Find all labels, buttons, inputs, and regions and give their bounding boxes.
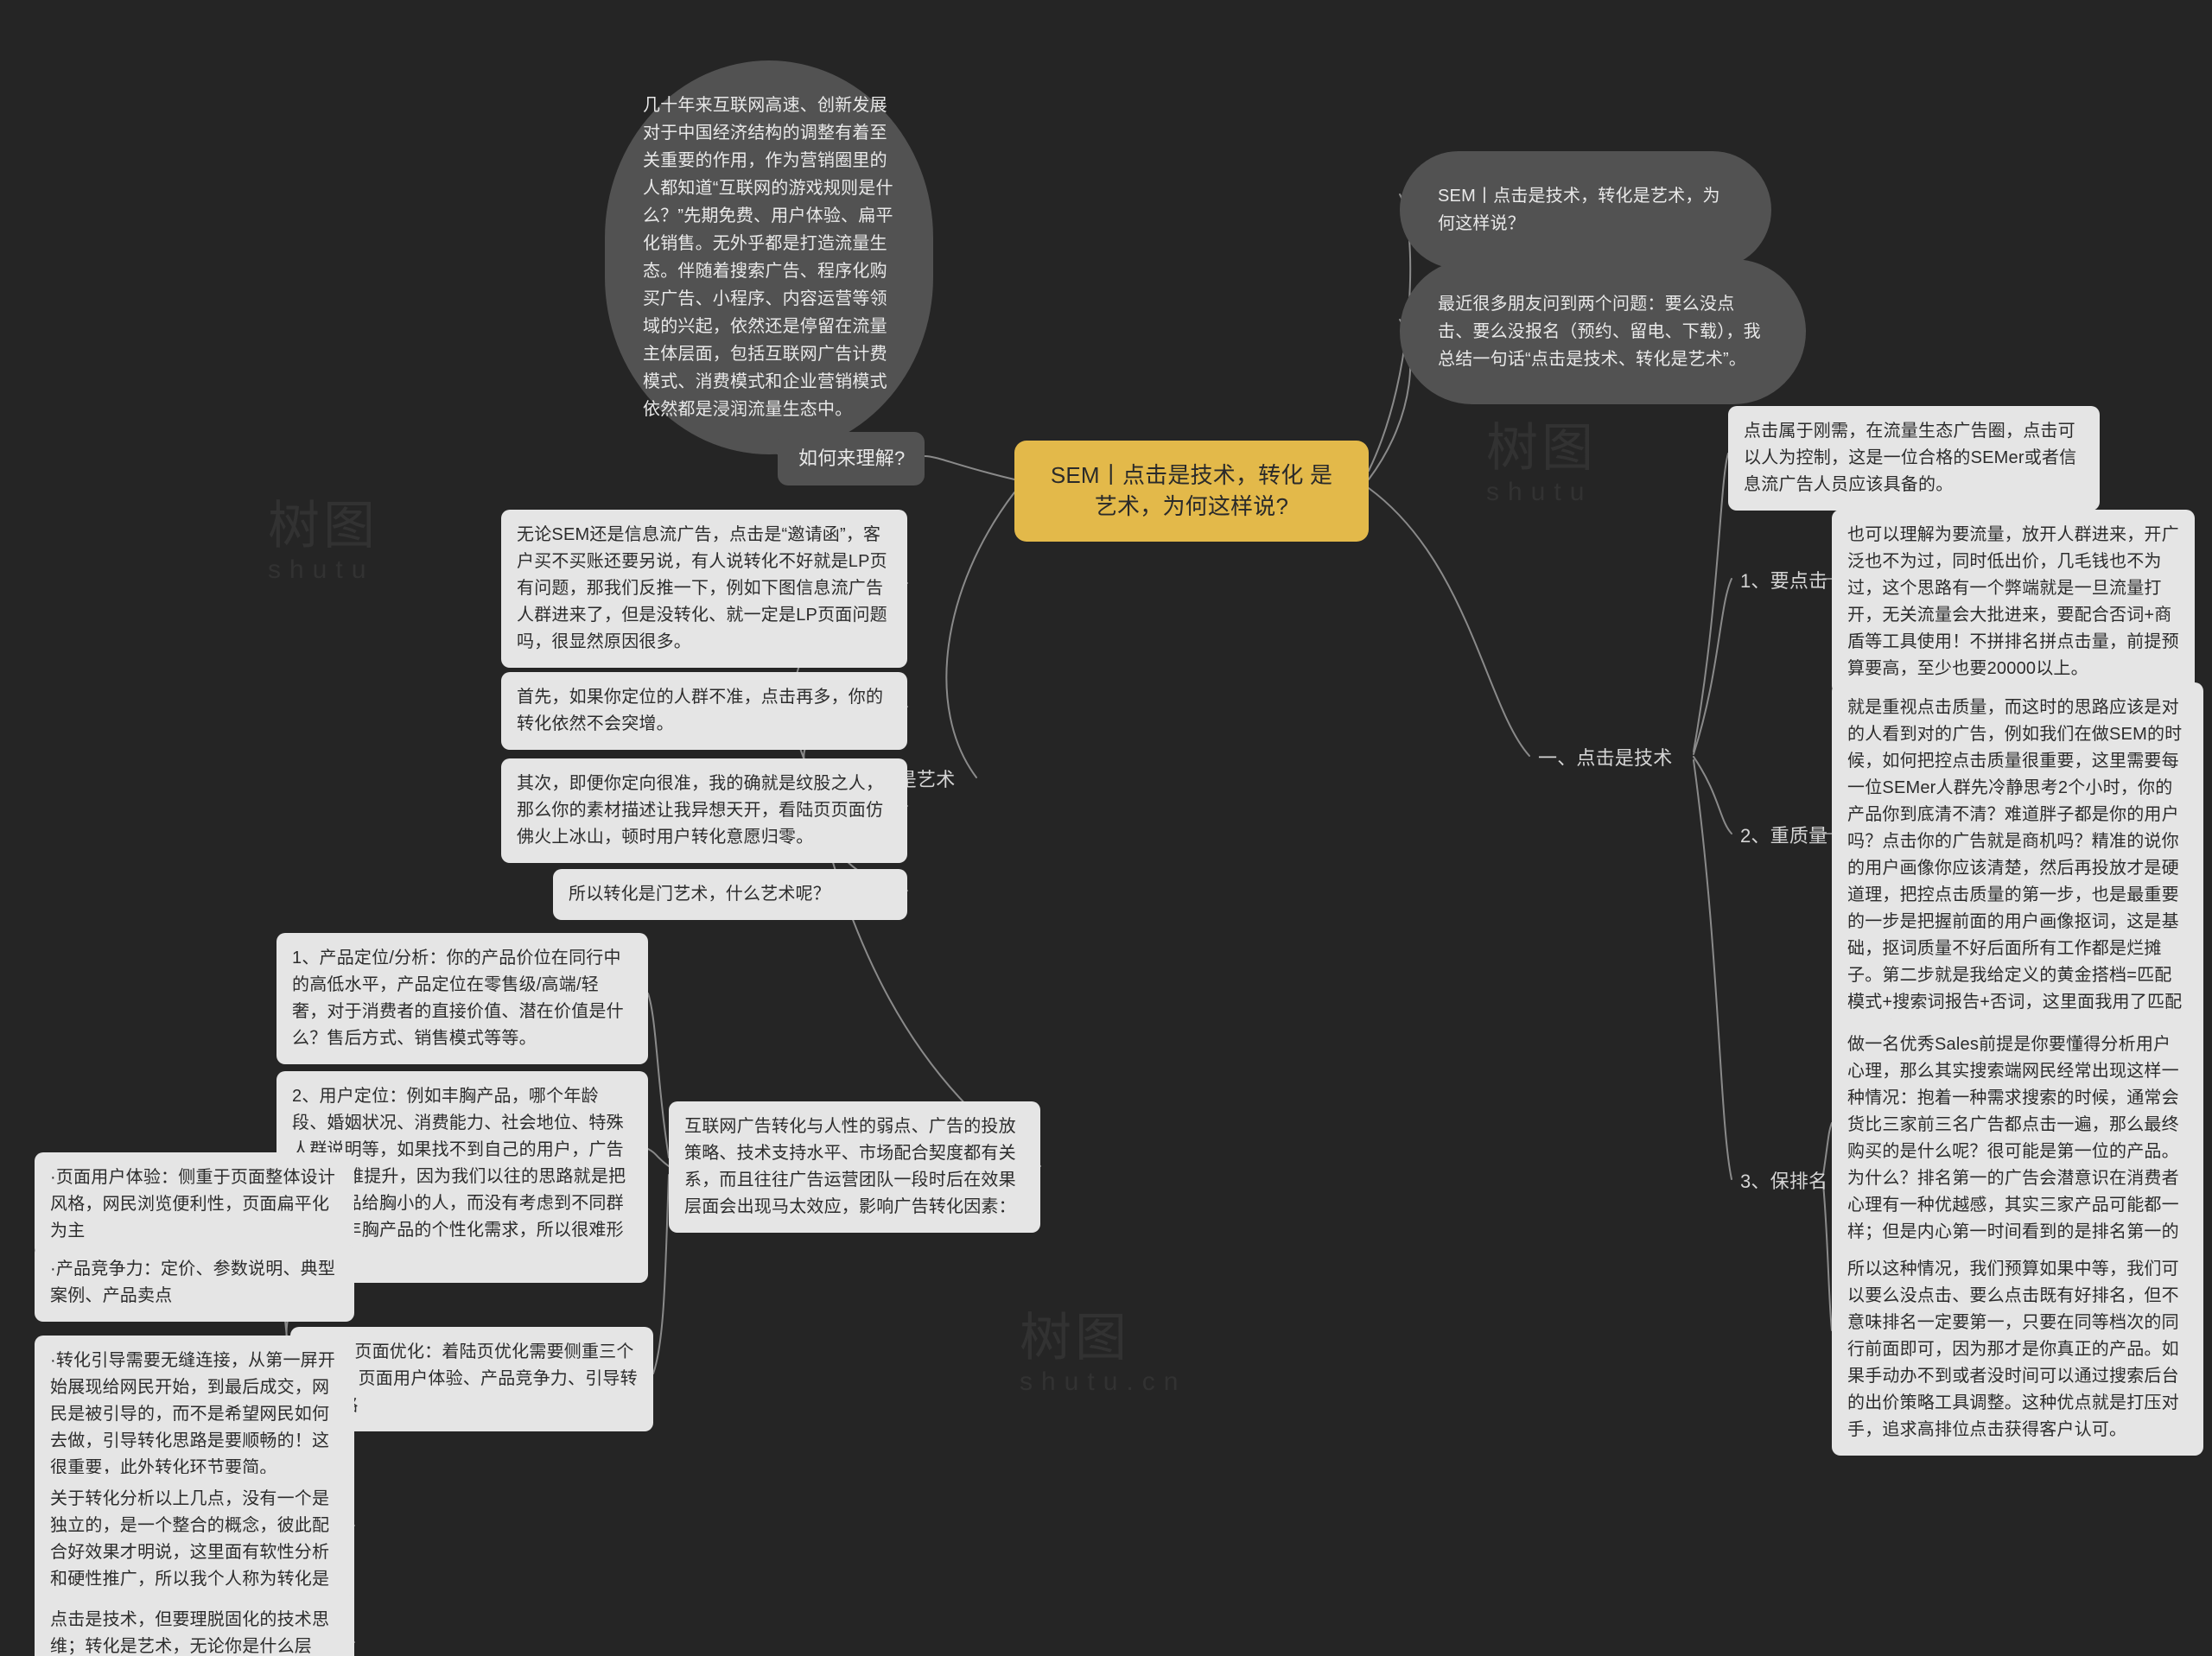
edge	[648, 993, 669, 1158]
node-b2[interactable]: ·产品竞争力：定价、参数说明、典型案例、产品卖点	[35, 1244, 354, 1322]
node-b1[interactable]: ·页面用户体验：侧重于页面整体设计风格，网民浏览便利性，页面扁平化为主	[35, 1152, 354, 1257]
node-r1lbl[interactable]: 1、要点击	[1732, 562, 1835, 601]
node-howto[interactable]: 如何来理解?	[778, 432, 925, 485]
node-l0[interactable]: 无论SEM还是信息流广告，点击是“邀请函”，客户买不买账还要另说，有人说转化不好…	[501, 510, 907, 668]
node-b5[interactable]: 点击是技术，但要理脱固化的技术思维；转化是艺术，无论你是什么层级，分析广告各个环…	[35, 1595, 354, 1656]
node-r1[interactable]: 也可以理解为要流量，放开人群进来，开广泛也不为过，同时低出价，几毛钱也不为过，这…	[1832, 510, 2195, 695]
node-intro[interactable]: 几十年来互联网高速、创新发展对于中国经济结构的调整有着至关重要的作用，作为营销圈…	[605, 60, 933, 454]
edge	[1694, 760, 1732, 1179]
node-r0[interactable]: 点击属于刚需，在流量生态广告圈，点击可以人为控制，这是一位合格的SEMer或者信…	[1728, 406, 2100, 511]
node-ls1[interactable]: 1、产品定位/分析：你的产品价位在同行中的高低水平，产品定位在零售级/高端/轻奢…	[276, 933, 648, 1064]
mindmap-canvas: 树图shutu树图shutu.cn树图shutu树图shutu SEM丨点击是技…	[0, 0, 2212, 1656]
edge	[1823, 1183, 1832, 1330]
edge	[653, 1175, 669, 1374]
node-r3lbl[interactable]: 3、保排名	[1732, 1162, 1835, 1202]
edge	[1369, 488, 1529, 756]
edge	[1694, 454, 1728, 752]
node-q1[interactable]: SEM丨点击是技术，转化是艺术，为何这样说？	[1400, 151, 1771, 269]
root-node[interactable]: SEM丨点击是技术，转化 是艺术，为何这样说?	[1014, 441, 1369, 542]
node-q2[interactable]: 最近很多朋友问到两个问题：要么没点击、要么没报名（预约、留电、下载），我总结一句…	[1400, 259, 1806, 404]
node-right_main[interactable]: 一、点击是技术	[1529, 739, 1702, 778]
node-l1[interactable]: 首先，如果你定位的人群不准，点击再多，你的转化依然不会突增。	[501, 672, 907, 750]
node-r2lbl[interactable]: 2、重质量	[1732, 816, 1835, 856]
node-l2[interactable]: 其次，即便你定向很准，我的确就是纹股之人，那么你的素材描述让我异想天开，看陆页页…	[501, 758, 907, 863]
edge	[648, 1149, 669, 1166]
watermark: 树图shutu	[268, 484, 378, 585]
watermark: 树图shutu	[1486, 406, 1597, 507]
edge	[946, 492, 1014, 777]
watermark: 树图shutu.cn	[1020, 1296, 1186, 1397]
node-lsum[interactable]: 互联网广告转化与人性的弱点、广告的投放策略、技术支持水平、市场配合契度都有关系，…	[669, 1101, 1040, 1233]
node-b3[interactable]: ·转化引导需要无缝连接，从第一屏开始展现给网民开始，到最后成交，网民是被引导的，…	[35, 1336, 354, 1494]
node-l3[interactable]: 所以转化是门艺术，什么艺术呢？	[553, 869, 907, 920]
node-r3b[interactable]: 所以这种情况，我们预算如果中等，我们可以要么没点击、要么点击既有好排名，但不意味…	[1832, 1244, 2203, 1456]
edge	[1694, 579, 1732, 754]
edge	[925, 456, 1014, 479]
